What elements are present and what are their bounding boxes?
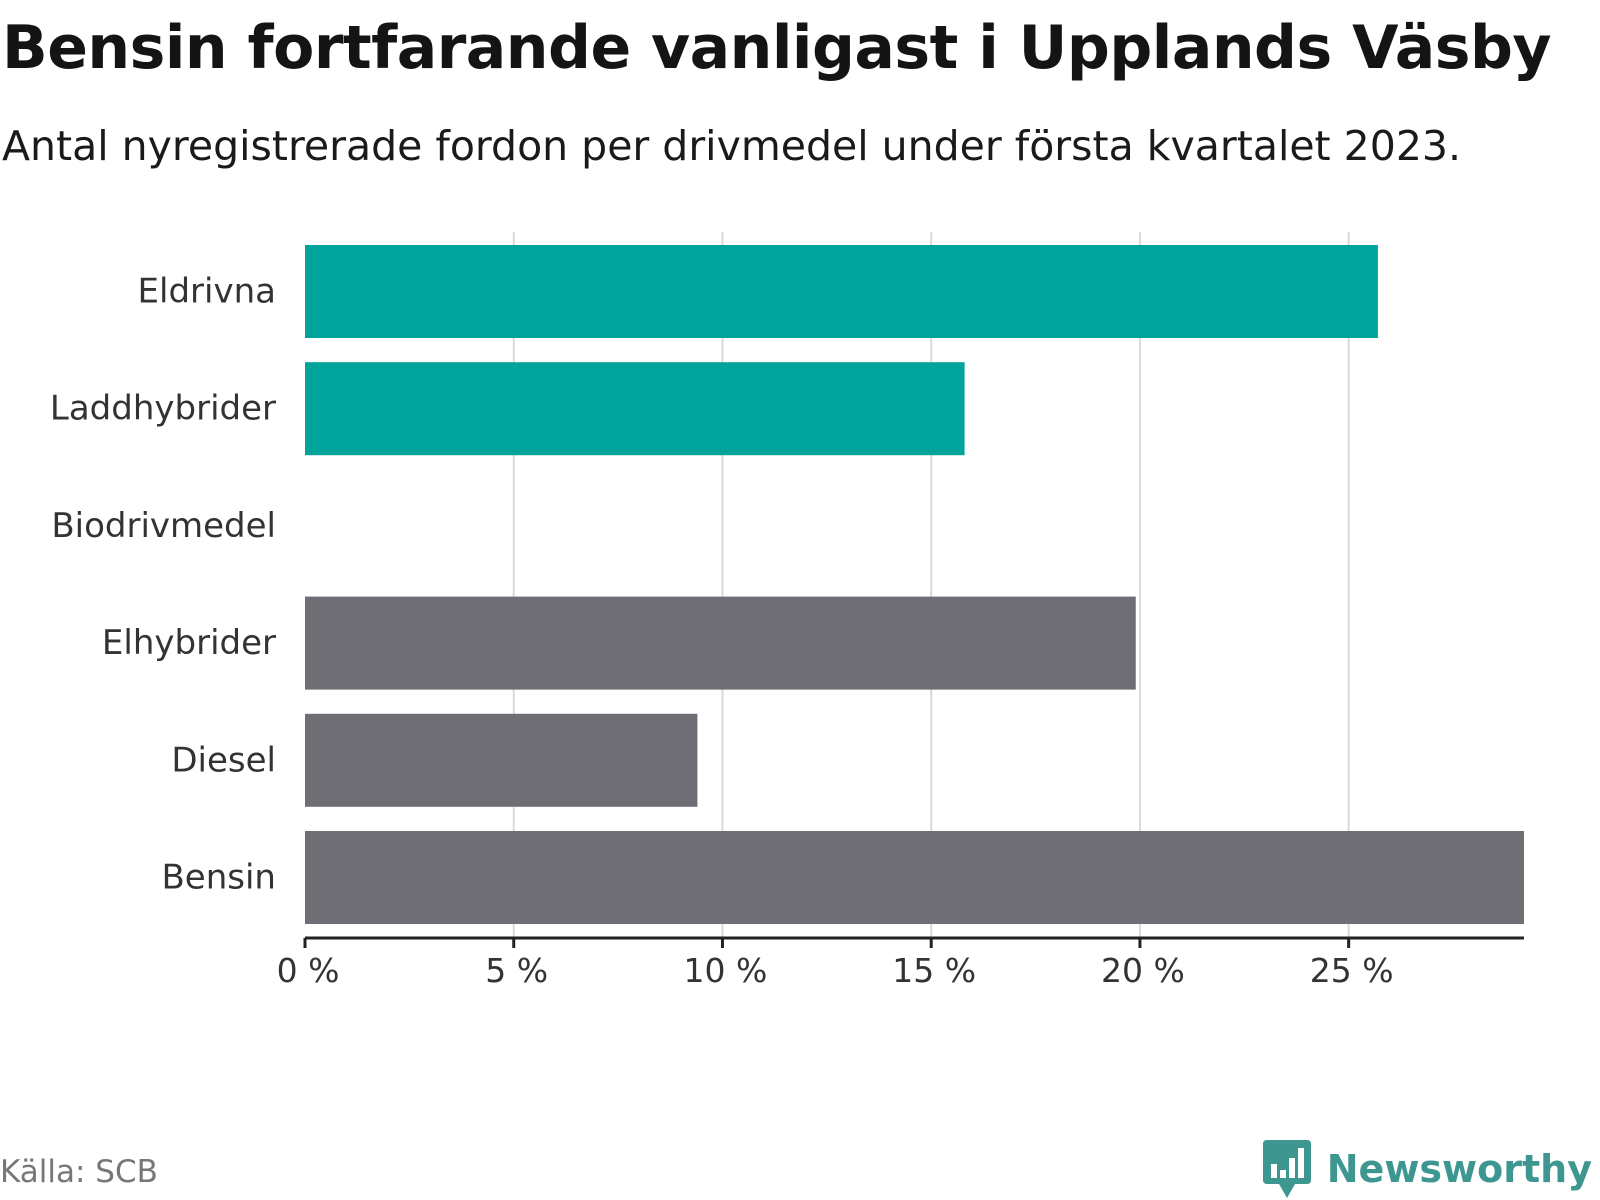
chart-subtitle: Antal nyregistrerade fordon per drivmede…	[2, 122, 1462, 170]
category-label: Eldrivna	[138, 272, 276, 312]
x-tick-label: 0 %	[277, 951, 340, 990]
bar-chart-icon	[1262, 1140, 1311, 1198]
category-label: Biodrivmedel	[51, 506, 276, 546]
bar-diesel[interactable]	[305, 713, 698, 807]
source-note: Källa: SCB	[0, 1154, 158, 1190]
bar-laddhybrider[interactable]	[305, 362, 965, 456]
chart-title: Bensin fortfarande vanligast i Upplands …	[2, 13, 1552, 83]
category-label: Elhybrider	[102, 623, 276, 663]
x-tick-label: 20 %	[1101, 951, 1185, 990]
x-axis: 0 % 5 % 10 % 15 % 20 % 25 %	[277, 936, 1524, 990]
x-tick-label: 5 %	[485, 951, 548, 990]
category-label: Diesel	[171, 740, 276, 780]
category-label: Bensin	[161, 858, 276, 898]
x-tick-label: 25 %	[1310, 951, 1394, 990]
bar-elhybrider[interactable]	[305, 596, 1136, 690]
bars	[305, 245, 1524, 924]
brand-name: Newsworthy	[1326, 1147, 1592, 1191]
bar-chart: 0 % 5 % 10 % 15 % 20 % 25 % Eldrivna Laddhybri…	[50, 232, 1524, 990]
bar-eldrivna[interactable]	[305, 245, 1378, 338]
x-tick-label: 15 %	[892, 951, 976, 990]
category-label: Laddhybrider	[50, 389, 276, 429]
category-labels: Eldrivna Laddhybrider Biodrivmedel Elhybrid…	[50, 272, 276, 898]
brand-logo[interactable]: Newsworthy	[1262, 1140, 1592, 1198]
x-tick-label: 10 %	[684, 951, 768, 990]
gridlines	[512, 232, 1350, 938]
bar-bensin[interactable]	[305, 831, 1524, 924]
